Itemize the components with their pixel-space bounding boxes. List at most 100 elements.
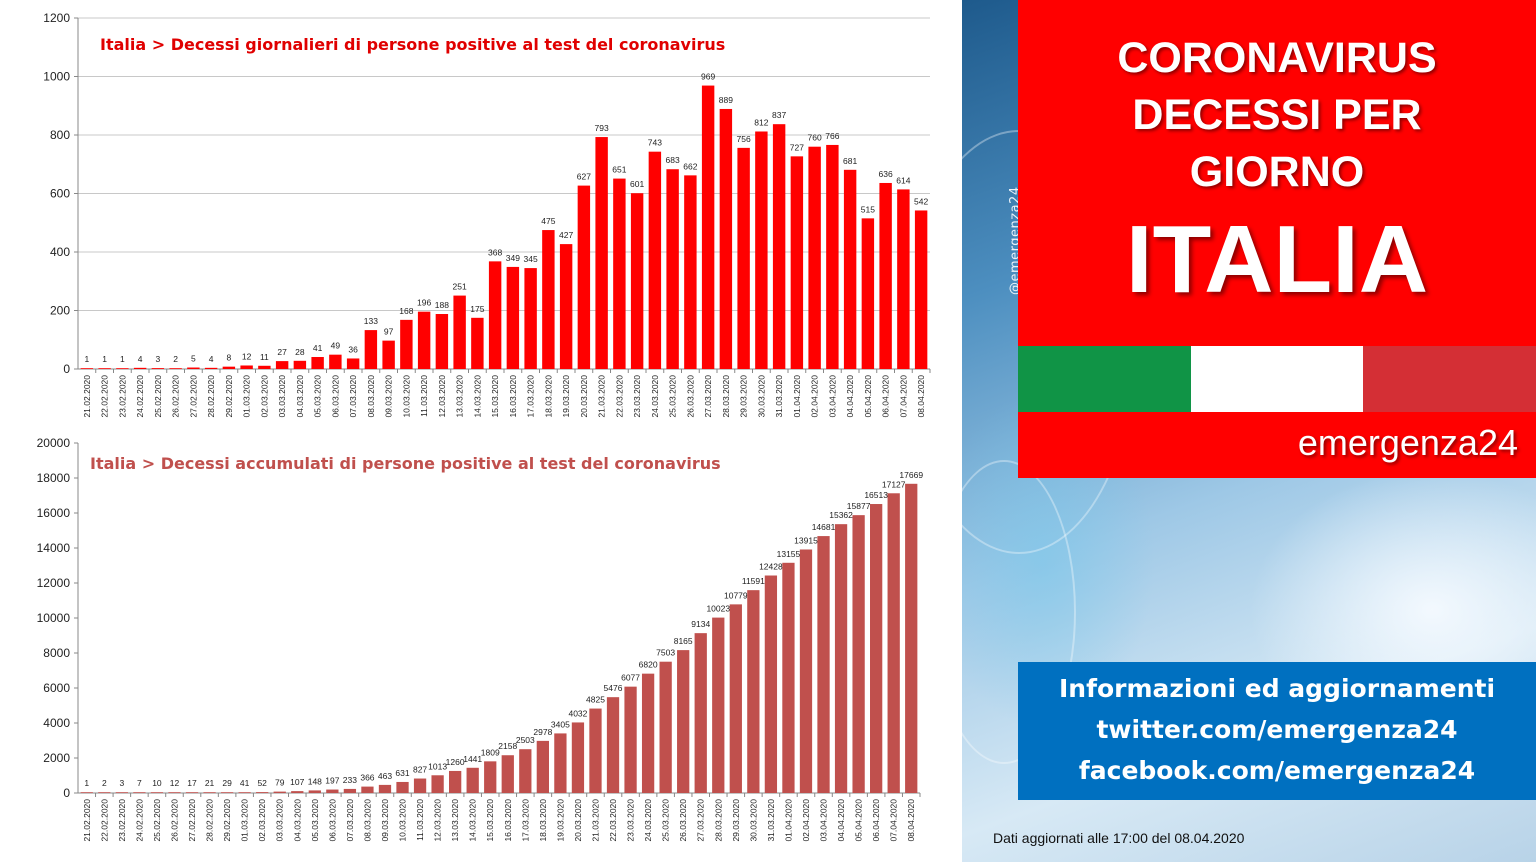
x-tick-label: 08.04.2020 [916, 375, 926, 418]
data-label: 475 [541, 216, 555, 226]
bar [488, 261, 502, 369]
data-label: 1 [102, 354, 107, 364]
data-label: 17127 [882, 479, 906, 489]
bar [501, 755, 514, 793]
data-label: 12 [170, 778, 180, 788]
bar [589, 708, 602, 793]
x-tick-label: 18.03.2020 [538, 799, 548, 842]
x-tick-label: 26.02.2020 [171, 375, 181, 418]
data-label: 3 [119, 778, 124, 788]
data-label: 2 [102, 778, 107, 788]
bar [595, 137, 608, 369]
data-label: 11591 [742, 576, 765, 586]
bar [382, 340, 395, 369]
bar [258, 365, 271, 369]
data-label: 4825 [586, 695, 605, 705]
data-label: 349 [506, 253, 520, 263]
bar [701, 85, 715, 369]
x-tick-label: 31.03.2020 [774, 375, 784, 418]
x-tick-label: 13.03.2020 [450, 799, 460, 842]
bar [413, 778, 427, 793]
x-tick-label: 29.02.2020 [222, 799, 232, 842]
x-tick-label: 07.04.2020 [898, 375, 908, 418]
x-tick-label: 24.03.2020 [643, 799, 653, 842]
data-label: 17669 [899, 470, 923, 480]
bar [659, 661, 672, 793]
data-label: 727 [790, 142, 804, 152]
data-label: 636 [879, 169, 893, 179]
bar [519, 749, 532, 793]
chart-title: Italia > Decessi accumulati di persone p… [90, 454, 721, 473]
bar [870, 504, 883, 793]
data-label: 743 [648, 138, 662, 148]
x-tick-label: 28.02.2020 [206, 375, 216, 418]
bar [378, 784, 392, 793]
y-tick-label: 1000 [43, 70, 70, 84]
bar [536, 740, 549, 793]
data-label: 6820 [639, 660, 658, 670]
x-tick-label: 10.03.2020 [401, 375, 411, 418]
bar [238, 792, 251, 793]
data-label: 542 [914, 196, 928, 206]
data-label: 366 [360, 773, 374, 783]
facebook-link[interactable]: facebook.com/emergenza24 [1078, 756, 1476, 785]
bar [852, 515, 865, 793]
bar [694, 633, 707, 793]
charts-svg: 0 200 400 600 800 1000 1200 Italia > Decessi gi… [37, 11, 931, 842]
x-tick-label: 02.04.2020 [801, 799, 811, 842]
x-tick-label: 28.02.2020 [205, 799, 215, 842]
x-tick-label: 21.03.2020 [597, 375, 607, 418]
bar [577, 185, 591, 369]
x-tick-label: 09.03.2020 [380, 799, 390, 842]
data-label: 41 [240, 778, 250, 788]
charts-panel: 0 200 400 600 800 1000 1200 Italia > Decessi gi… [36, 11, 931, 842]
bar [712, 617, 725, 793]
bar [169, 368, 182, 369]
bar [222, 366, 236, 369]
y-tick-label: 12000 [37, 576, 71, 590]
x-tick-label: 28.03.2020 [721, 375, 731, 418]
x-tick-label: 15.03.2020 [485, 799, 495, 842]
y-tick-label: 1200 [43, 11, 70, 25]
x-tick-label: 06.03.2020 [330, 375, 340, 418]
data-label: 793 [595, 123, 609, 133]
x-tick-label: 03.04.2020 [819, 799, 829, 842]
x-tick-label: 23.03.2020 [626, 799, 636, 842]
data-label: 9134 [691, 619, 710, 629]
x-tick-label: 03.03.2020 [277, 375, 287, 418]
x-tick-label: 27.03.2020 [703, 375, 713, 418]
x-tick-label: 26.03.2020 [685, 375, 695, 418]
bar [115, 792, 128, 793]
data-label: 368 [488, 247, 502, 257]
data-label: 345 [524, 254, 538, 264]
x-tick-label: 25.02.2020 [153, 375, 163, 418]
x-tick-label: 25.03.2020 [661, 799, 671, 842]
y-tick-label: 14000 [37, 541, 71, 555]
bar [630, 193, 644, 369]
x-tick-label: 07.04.2020 [889, 799, 899, 842]
y-tick-label: 2000 [43, 751, 70, 765]
x-tick-label: 12.03.2020 [437, 375, 447, 418]
data-label: 760 [808, 133, 822, 143]
data-label: 827 [413, 765, 427, 775]
y-tick-label: 0 [63, 786, 70, 800]
bar [542, 230, 555, 369]
data-label: 197 [325, 776, 339, 786]
bar [747, 590, 760, 793]
x-tick-label: 19.03.2020 [555, 799, 565, 842]
bar [308, 790, 321, 793]
data-label: 12 [242, 351, 252, 361]
y-tick-label: 800 [50, 128, 70, 142]
data-label: 196 [417, 298, 431, 308]
data-label: 1013 [428, 761, 447, 771]
bar [203, 792, 216, 793]
data-label: 601 [630, 179, 644, 189]
twitter-link[interactable]: twitter.com/emergenza24 [1096, 715, 1458, 744]
title-box: CORONAVIRUS DECESSI PER GIORNO ITALIA [1018, 0, 1536, 346]
data-label: 515 [861, 204, 875, 214]
x-tick-label: 01.03.2020 [240, 799, 250, 842]
bar [151, 368, 165, 369]
bar [772, 124, 786, 370]
x-tick-label: 08.03.2020 [366, 375, 376, 418]
x-tick-label: 23.02.2020 [117, 375, 127, 418]
